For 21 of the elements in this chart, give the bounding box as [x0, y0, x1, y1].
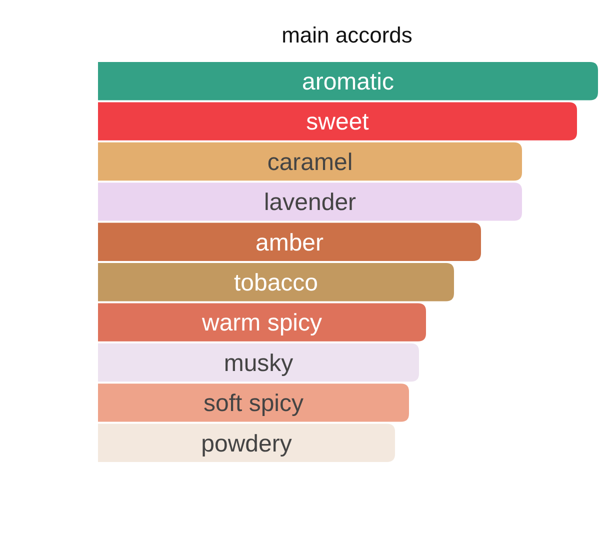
- bar: [98, 62, 598, 100]
- bar: [98, 102, 577, 140]
- bar: [98, 263, 454, 302]
- bar: [98, 142, 522, 181]
- y-tick-label: lavender: [264, 189, 356, 216]
- y-tick-label: powdery: [201, 430, 292, 458]
- bar: [98, 424, 395, 462]
- y-tick-label: tobacco: [234, 270, 318, 296]
- y-tick-label: soft spicy: [203, 390, 304, 418]
- y-tick-label: aromatic: [302, 68, 394, 96]
- chart-title: main accords: [282, 22, 412, 48]
- y-tick-label: sweet: [306, 108, 370, 136]
- bar: [98, 384, 409, 422]
- y-tick-label: caramel: [267, 148, 353, 176]
- y-tick-label: musky: [224, 350, 294, 377]
- bar: [98, 343, 419, 382]
- bar: [98, 182, 522, 221]
- bar: [98, 303, 426, 342]
- bar: [98, 222, 481, 261]
- y-tick-label: warm spicy: [200, 310, 322, 337]
- y-tick-label: amber: [255, 229, 324, 256]
